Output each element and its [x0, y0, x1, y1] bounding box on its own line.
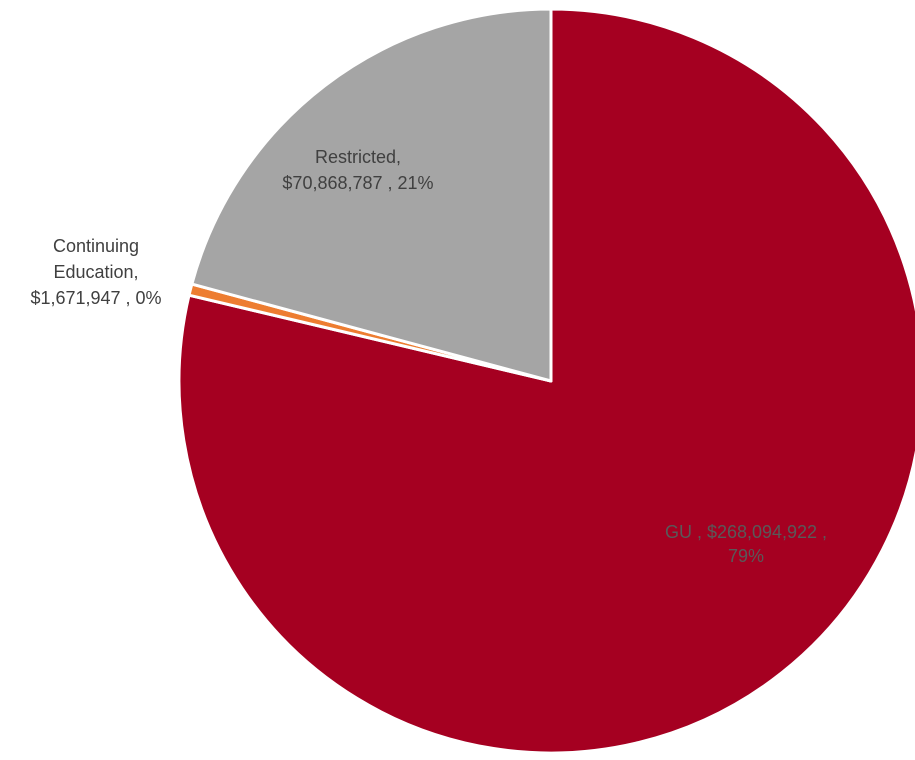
data-label-restricted: Restricted, $70,868,787 , 21%	[282, 147, 433, 193]
data-label-continuing-education: Continuing Education, $1,671,947 , 0%	[30, 236, 161, 308]
data-label-gu: GU , $268,094,922 , 79%	[665, 522, 827, 566]
pie-slice-restricted	[190, 7, 553, 383]
